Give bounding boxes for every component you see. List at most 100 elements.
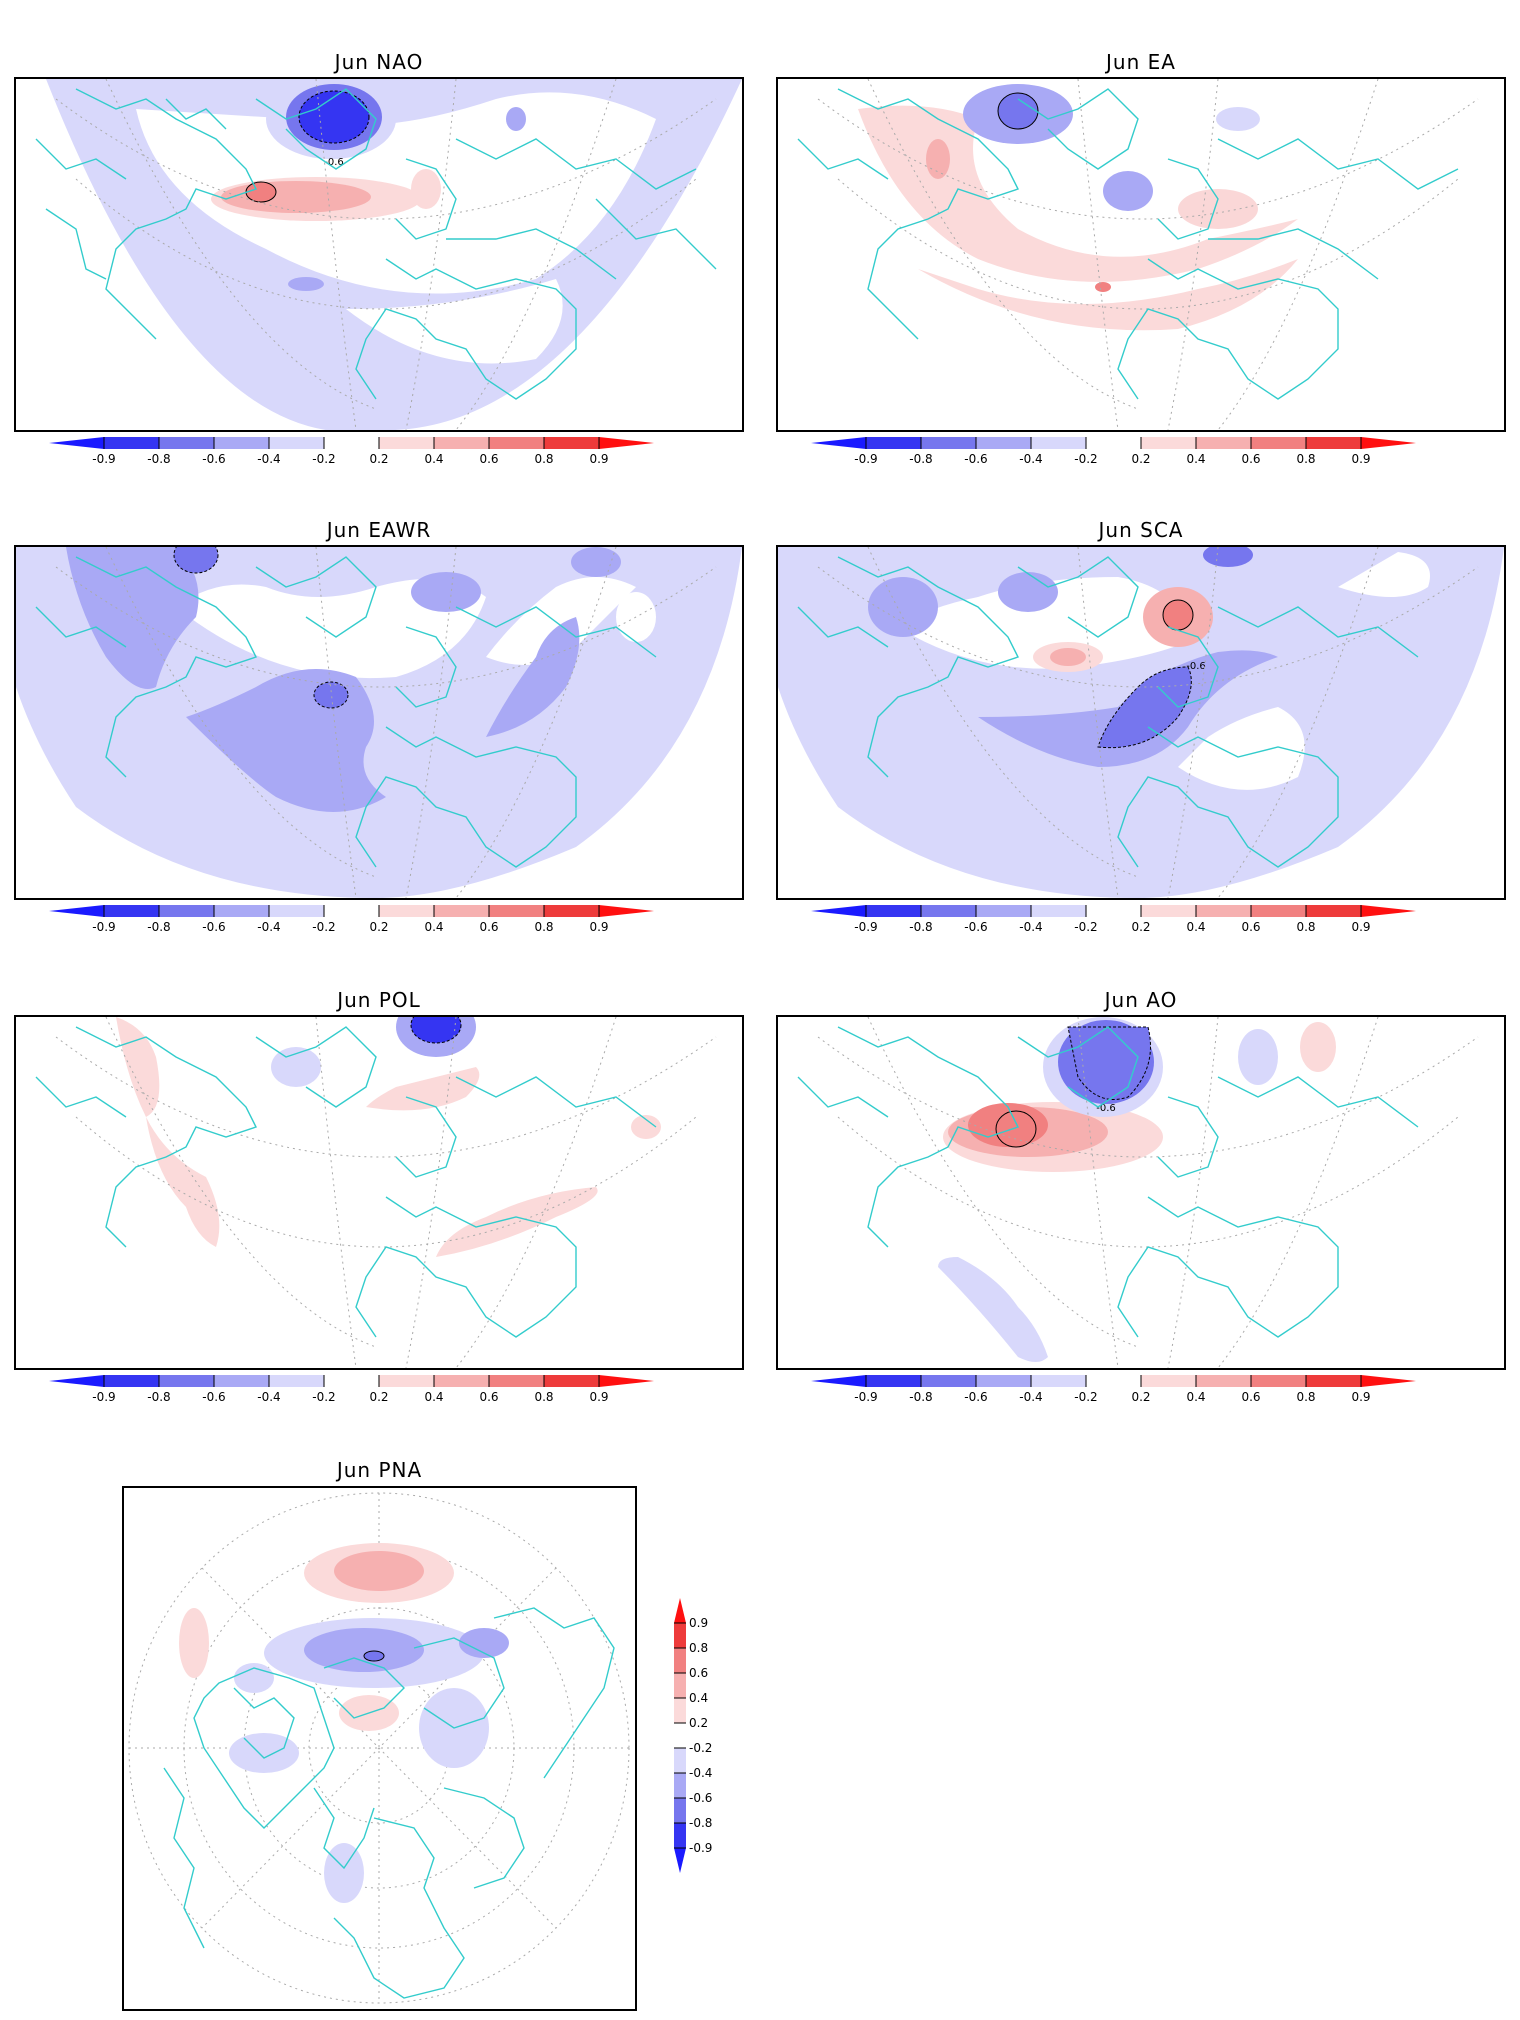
- positive-anomaly: [411, 169, 441, 209]
- tick-label: 0.9: [1351, 452, 1370, 466]
- positive-anomaly: [116, 1017, 160, 1117]
- tick-label: 0.8: [1296, 452, 1315, 466]
- tick-label: 0.8: [534, 920, 553, 934]
- panel-title: Jun EA: [1106, 50, 1176, 74]
- contour-label: -0.6: [324, 157, 344, 168]
- positive-anomaly: [995, 1110, 1037, 1148]
- tick-label: 0.9: [1351, 920, 1370, 934]
- tick-label: -0.6: [202, 1390, 225, 1404]
- colorbar-graphic: -0.9 -0.8 -0.6 -0.4 -0.2 0.2 0.4 0.6 0.8…: [49, 1375, 654, 1404]
- tick-label: -0.9: [92, 920, 115, 934]
- negative-anomaly: [571, 547, 621, 577]
- negative-anomaly: [998, 572, 1058, 612]
- tick-label: -0.9: [854, 920, 877, 934]
- positive-anomaly: [1178, 189, 1258, 229]
- positive-anomaly: [1095, 282, 1111, 292]
- tick-label: -0.8: [147, 920, 170, 934]
- tick-label: 0.4: [689, 1691, 708, 1705]
- tick-label: -0.4: [257, 452, 280, 466]
- tick-label: -0.8: [147, 1390, 170, 1404]
- graticule: [55, 79, 717, 430]
- contour-label: -0.6: [1186, 661, 1206, 672]
- map-pna: [128, 1492, 630, 2004]
- positive-anomaly: [366, 1067, 480, 1111]
- tick-label: 0.2: [369, 452, 388, 466]
- graticule: [817, 79, 1479, 430]
- white-area: [1178, 707, 1305, 790]
- positive-anomaly: [918, 259, 1298, 331]
- coastlines: [163, 1607, 615, 1999]
- tick-label: -0.6: [964, 452, 987, 466]
- map-frame: [776, 77, 1506, 432]
- tick-label: 0.6: [689, 1666, 708, 1680]
- colorbar: -0.9 -0.8 -0.6 -0.4 -0.2 0.2 0.4 0.6 0.8…: [49, 437, 709, 467]
- positive-anomaly: [179, 1608, 209, 1678]
- colorbar: -0.9 -0.8 -0.6 -0.4 -0.2 0.2 0.4 0.6 0.8…: [811, 437, 1471, 467]
- map-frame: [14, 545, 744, 900]
- tick-label: -0.4: [257, 1390, 280, 1404]
- tick-label: -0.8: [909, 452, 932, 466]
- negative-anomaly: [298, 90, 370, 144]
- colorbar: -0.9 -0.8 -0.6 -0.4 -0.2 0.2 0.4 0.6 0.8…: [811, 1375, 1471, 1405]
- negative-anomaly: [506, 107, 526, 131]
- positive-anomaly: [245, 181, 277, 203]
- graticule: [817, 1017, 1479, 1368]
- tick-label: -0.8: [147, 452, 170, 466]
- map-frame: -0.6: [776, 545, 1506, 900]
- negative-anomaly: [459, 1628, 509, 1658]
- tick-label: 0.6: [1241, 452, 1260, 466]
- tick-label: 0.4: [1186, 920, 1205, 934]
- tick-label: 0.9: [589, 452, 608, 466]
- panel-ea: Jun EA: [776, 50, 1506, 470]
- panel-title: Jun PNA: [336, 1458, 423, 1482]
- coastlines: [797, 556, 1419, 868]
- coastlines: [797, 88, 1459, 400]
- colorbar-graphic: -0.9 -0.8 -0.6 -0.4 -0.2 0.2 0.4 0.6 0.8…: [811, 437, 1416, 466]
- tick-label: 0.6: [479, 1390, 498, 1404]
- tick-label: 0.8: [689, 1641, 708, 1655]
- positive-anomaly: [1300, 1022, 1336, 1072]
- tick-label: 0.2: [689, 1716, 708, 1730]
- negative-anomaly: [363, 1650, 385, 1662]
- negative-anomaly: [410, 1017, 462, 1044]
- tick-label: -0.2: [1074, 452, 1097, 466]
- tick-label: 0.4: [424, 1390, 443, 1404]
- tick-label: 0.8: [534, 452, 553, 466]
- panel-title: Jun POL: [337, 988, 421, 1012]
- positive-anomaly: [221, 181, 371, 213]
- negative-anomaly: [1103, 171, 1153, 211]
- negative-anomaly: [324, 1843, 364, 1903]
- map-pol: [35, 1017, 717, 1368]
- panel-eawr: Jun EAWR: [14, 518, 744, 938]
- tick-label: -0.2: [1074, 1390, 1097, 1404]
- tick-label: 0.9: [589, 1390, 608, 1404]
- tick-label: -0.6: [964, 1390, 987, 1404]
- tick-label: -0.9: [689, 1841, 712, 1855]
- coastlines: [35, 1026, 657, 1338]
- map-sca: -0.6: [778, 547, 1504, 898]
- tick-label: -0.8: [689, 1816, 712, 1830]
- tick-label: -0.9: [92, 452, 115, 466]
- panel-pna: Jun PNA: [122, 1458, 842, 2013]
- tick-label: -0.8: [909, 920, 932, 934]
- tick-label: -0.4: [257, 920, 280, 934]
- negative-anomaly: [229, 1733, 299, 1773]
- tick-label: 0.4: [424, 920, 443, 934]
- positive-anomaly: [436, 1187, 598, 1257]
- tick-label: -0.2: [312, 1390, 335, 1404]
- coastlines: [35, 88, 717, 400]
- tick-label: -0.2: [312, 452, 335, 466]
- positive-anomaly: [146, 1117, 220, 1247]
- tick-label: 0.9: [1351, 1390, 1370, 1404]
- tick-label: 0.6: [1241, 920, 1260, 934]
- tick-label: -0.9: [92, 1390, 115, 1404]
- tick-label: -0.6: [689, 1791, 712, 1805]
- tick-label: 0.2: [369, 1390, 388, 1404]
- colorbar-graphic: -0.9 -0.8 -0.6 -0.4 -0.2 0.2 0.4 0.6 0.8…: [811, 1375, 1416, 1404]
- white-area: [898, 577, 1198, 669]
- panel-pol: Jun POL: [14, 988, 744, 1408]
- negative-anomaly: [173, 547, 219, 574]
- tick-label: 0.8: [1296, 920, 1315, 934]
- tick-label: 0.2: [1131, 1390, 1150, 1404]
- white-area: [1338, 552, 1430, 597]
